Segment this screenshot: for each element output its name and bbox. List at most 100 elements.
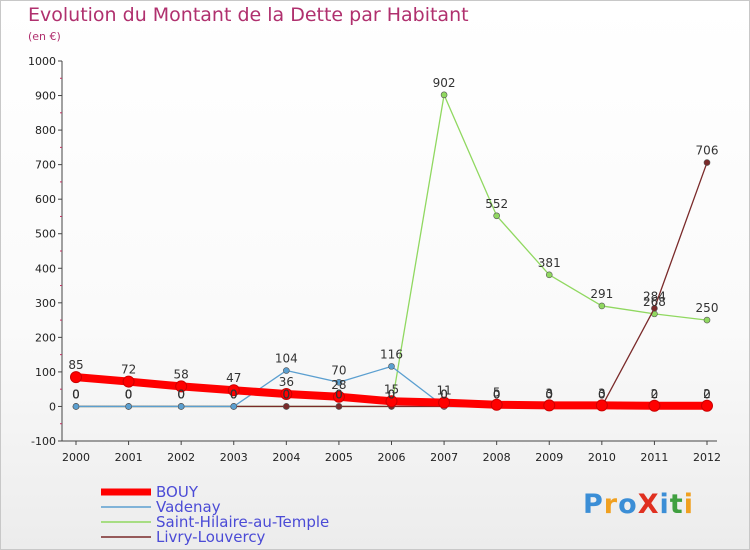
data-label: 0: [230, 387, 238, 401]
data-label: 36: [279, 375, 294, 389]
data-label: 0: [703, 387, 711, 401]
data-point: [227, 384, 240, 397]
y-tick-label: 300: [35, 297, 56, 310]
data-point: [493, 212, 500, 220]
data-point: [543, 399, 556, 412]
data-label: 0: [72, 387, 80, 401]
x-tick-label: 2002: [167, 451, 195, 464]
data-point: [440, 91, 448, 99]
x-tick-label: 2009: [535, 451, 563, 464]
y-tick-label: 0: [49, 400, 56, 413]
data-point: [598, 302, 606, 310]
x-tick-label: 2008: [483, 451, 511, 464]
data-label: 0: [177, 387, 185, 401]
x-tick-label: 2011: [640, 451, 668, 464]
data-point: [595, 399, 608, 412]
data-label: 284: [643, 289, 666, 303]
data-label: 104: [275, 352, 298, 366]
data-point: [283, 403, 290, 410]
data-point: [701, 399, 713, 412]
legend-label: Saint-Hilaire-au-Temple: [156, 513, 329, 531]
data-point: [70, 371, 82, 384]
x-tick-label: 2005: [325, 451, 353, 464]
data-label: 0: [283, 387, 291, 401]
data-point: [385, 395, 398, 408]
chart-title: Evolution du Montant de la Dette par Hab…: [28, 4, 469, 26]
data-point: [545, 271, 553, 279]
y-tick-label: 400: [35, 262, 56, 275]
data-point: [335, 378, 343, 386]
y-tick-label: 200: [35, 331, 56, 344]
data-label: 0: [177, 387, 185, 401]
data-label: 15: [384, 382, 399, 396]
data-label: 381: [538, 256, 561, 270]
data-label: 47: [226, 371, 241, 385]
x-tick-label: 2007: [430, 451, 458, 464]
data-label: 268: [643, 295, 666, 309]
y-tick-label: 700: [35, 159, 56, 172]
data-label: 0: [493, 387, 501, 401]
y-tick-label: 800: [35, 124, 56, 137]
y-tick-label: -100: [31, 435, 56, 448]
data-label: 706: [696, 144, 719, 158]
y-tick-label: 500: [35, 228, 56, 241]
data-point: [72, 403, 80, 410]
data-label: 0: [125, 387, 133, 401]
data-label: 5: [493, 386, 501, 400]
y-tick-label: 1000: [28, 55, 56, 68]
data-label: 70: [331, 363, 346, 377]
data-point: [125, 403, 132, 410]
data-label: 0: [335, 387, 343, 401]
legend-label: Livry-Louvercy: [156, 528, 266, 546]
series-line: [75, 161, 708, 408]
data-label: 0: [545, 387, 553, 401]
data-label: 3: [545, 386, 553, 400]
data-point: [703, 159, 711, 166]
x-tick-label: 2012: [693, 451, 721, 464]
data-point: [651, 305, 658, 312]
data-label: 0: [651, 387, 659, 401]
data-label: 0: [545, 387, 553, 401]
data-label: 0: [230, 387, 238, 401]
data-label: 291: [590, 287, 613, 301]
x-tick-label: 2003: [220, 451, 248, 464]
data-label: 0: [598, 387, 606, 401]
data-point: [332, 390, 345, 403]
data-label: 0: [598, 387, 606, 401]
data-label: 0: [335, 387, 343, 401]
x-tick-label: 2006: [378, 451, 406, 464]
y-tick-label: 900: [35, 90, 56, 103]
data-label: 0: [72, 387, 80, 401]
data-label: 2: [703, 387, 711, 401]
data-label: 116: [380, 347, 403, 361]
data-label: 0: [440, 387, 448, 401]
proxiti-logo: ProXiti: [583, 489, 694, 520]
data-label: 72: [121, 363, 136, 377]
legend-label: BOUY: [156, 483, 199, 501]
data-point: [280, 388, 293, 401]
x-tick-label: 2001: [115, 451, 143, 464]
data-point: [177, 403, 185, 410]
legend-label: Vadenay: [156, 498, 221, 516]
data-label: 0: [125, 387, 133, 401]
data-point: [283, 367, 290, 374]
data-point: [648, 399, 661, 412]
data-point: [175, 380, 188, 393]
data-label: 0: [388, 387, 396, 401]
chart-unit: (en €): [28, 30, 61, 43]
data-label: 28: [331, 378, 346, 392]
data-label: 0: [72, 387, 80, 401]
data-label: 0: [177, 387, 185, 401]
data-label: 3: [598, 386, 606, 400]
data-point: [703, 316, 711, 324]
data-label: 85: [68, 358, 83, 372]
x-tick-label: 2004: [272, 451, 300, 464]
x-tick-label: 2010: [588, 451, 616, 464]
y-tick-label: 100: [35, 366, 56, 379]
data-label: 0: [283, 387, 291, 401]
data-label: 11: [436, 384, 451, 398]
data-label: 0: [125, 387, 133, 401]
data-label: 250: [696, 301, 719, 315]
